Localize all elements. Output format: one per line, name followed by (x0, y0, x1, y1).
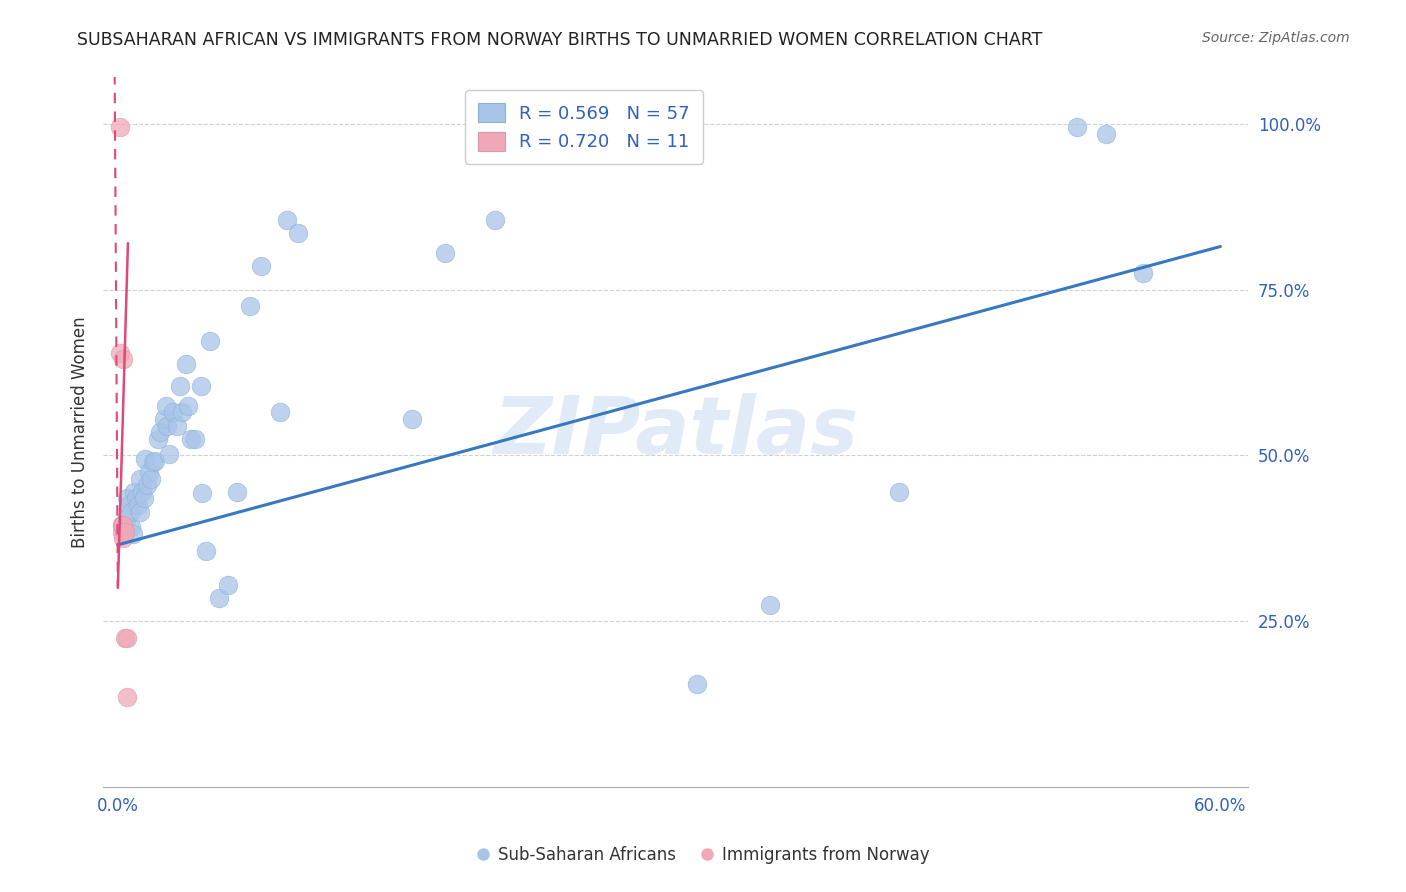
Point (115, 690, 138, 705)
Point (156, 418, 179, 433)
Point (152, 412, 174, 426)
Point (169, 378, 191, 392)
Point (120, 520, 142, 534)
Point (176, 399, 198, 413)
Point (1066, 120, 1088, 135)
Point (433, 246, 456, 260)
Point (484, 213, 506, 227)
Point (114, 524, 136, 539)
Point (1132, 266, 1154, 280)
Point (166, 418, 188, 433)
Point (131, 484, 153, 499)
Point (887, 484, 910, 499)
Point (134, 451, 156, 466)
Legend: Sub-Saharan Africans, Immigrants from Norway: Sub-Saharan Africans, Immigrants from No… (470, 839, 936, 871)
Point (226, 484, 249, 499)
Point (1095, 127, 1118, 141)
Text: ZIPatlas: ZIPatlas (494, 393, 858, 471)
Point (127, 498, 149, 512)
Y-axis label: Births to Unmarried Women: Births to Unmarried Women (72, 317, 89, 548)
Point (276, 213, 298, 227)
Point (143, 453, 166, 467)
Point (115, 631, 138, 645)
Point (128, 505, 150, 519)
Point (114, 631, 136, 645)
Point (217, 577, 239, 591)
Point (114, 524, 136, 539)
Point (198, 334, 221, 348)
Point (162, 405, 184, 419)
Point (184, 432, 207, 446)
Point (157, 447, 180, 461)
Point (195, 544, 218, 558)
Point (172, 405, 194, 419)
Point (121, 526, 143, 541)
Point (112, 531, 135, 545)
Point (136, 478, 159, 492)
Legend: R = 0.569   N = 57, R = 0.720   N = 11: R = 0.569 N = 57, R = 0.720 N = 11 (465, 90, 703, 164)
Point (149, 425, 172, 439)
Point (138, 465, 160, 479)
Point (269, 405, 291, 419)
Point (155, 399, 177, 413)
Point (108, 120, 131, 135)
Point (139, 471, 162, 485)
Point (191, 486, 214, 500)
Point (208, 591, 231, 605)
Point (110, 518, 132, 533)
Point (115, 511, 138, 525)
Point (180, 432, 202, 446)
Point (115, 491, 138, 506)
Point (239, 299, 262, 313)
Point (112, 521, 135, 535)
Point (190, 378, 212, 392)
Point (108, 345, 131, 359)
Point (125, 491, 148, 506)
Point (118, 498, 141, 512)
Point (112, 518, 135, 533)
Point (759, 598, 782, 612)
Point (110, 518, 132, 533)
Point (142, 455, 165, 469)
Point (401, 412, 423, 426)
Point (287, 226, 309, 240)
Point (686, 677, 709, 691)
Point (124, 484, 146, 499)
Text: SUBSAHARAN AFRICAN VS IMMIGRANTS FROM NORWAY BIRTHS TO UNMARRIED WOMEN CORRELATI: SUBSAHARAN AFRICAN VS IMMIGRANTS FROM NO… (77, 31, 1043, 49)
Point (132, 491, 155, 506)
Text: Source: ZipAtlas.com: Source: ZipAtlas.com (1202, 31, 1350, 45)
Point (110, 524, 132, 539)
Point (250, 260, 273, 274)
Point (128, 471, 150, 485)
Point (112, 352, 135, 367)
Point (174, 357, 197, 371)
Point (120, 505, 142, 519)
Point (148, 432, 170, 446)
